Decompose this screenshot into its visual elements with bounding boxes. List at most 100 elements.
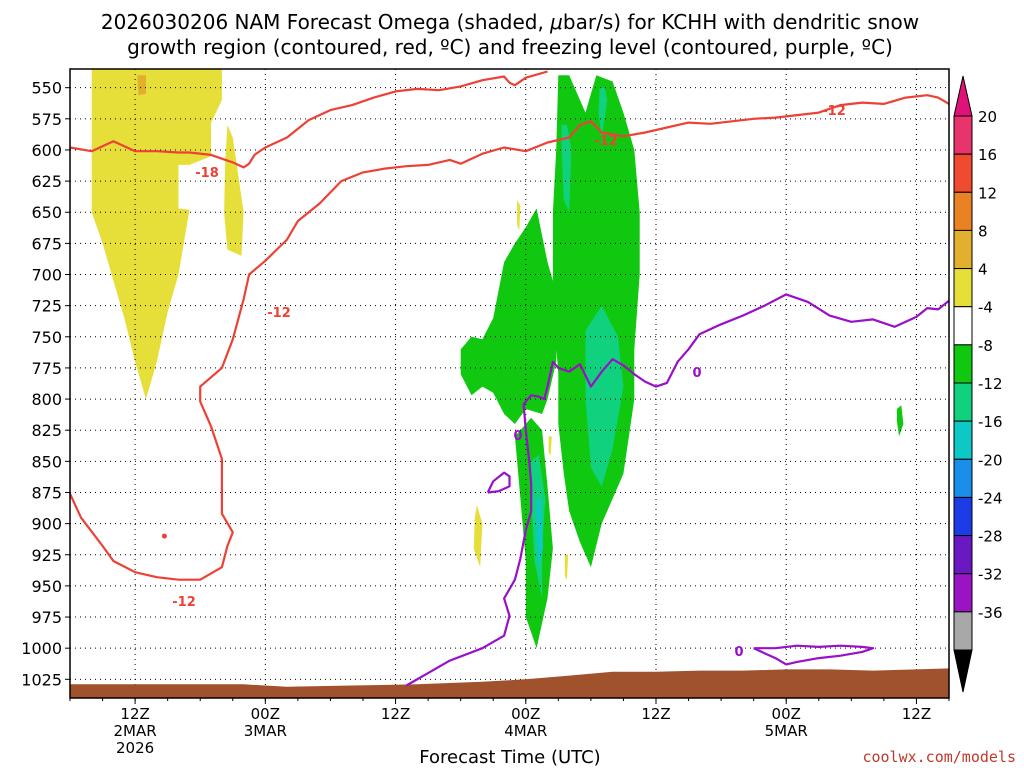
x-tick-label: 5MAR	[765, 722, 808, 740]
y-tick-label: 775	[31, 359, 62, 378]
purple-contour-freezing-main	[405, 293, 949, 687]
plot-area: -18 -12 -12 -12 -12 0 0 0	[69, 68, 950, 699]
yellow-sinking-strip	[224, 125, 244, 256]
colorbar-label: -12	[978, 375, 1003, 393]
contour-labels: -18 -12 -12 -12 -12 0 0 0	[172, 104, 846, 660]
colorbar-label: 16	[978, 146, 997, 164]
red-contour-minus12-low	[70, 94, 949, 581]
colorbar-label: -24	[978, 489, 1003, 507]
x-tick-label: 12Z	[902, 705, 931, 723]
contour-label-purple-zero-mid: 0	[513, 429, 522, 444]
y-tick-label: 675	[31, 234, 62, 253]
orange-sinking-spot	[137, 75, 146, 96]
plot-frame	[69, 68, 950, 699]
colorbar-swatch	[953, 191, 973, 231]
contour-label-red-minus12-left: -12	[267, 306, 291, 321]
colorbar-label: -8	[978, 337, 993, 355]
colorbar-swatch	[953, 229, 973, 270]
y-tick-label: 850	[31, 452, 62, 471]
yellow-tiny-low	[548, 436, 552, 456]
x-tick-label: 12Z	[641, 705, 670, 723]
colorbar-label: 20	[978, 108, 997, 126]
contour-label-purple-zero-right: 0	[692, 366, 701, 381]
yellow-tiny-mid	[517, 199, 521, 231]
colorbar-label: 4	[978, 261, 988, 279]
y-tick-label: 900	[31, 515, 62, 534]
green-lift-left-lobe	[460, 208, 559, 424]
colorbar-swatch	[953, 306, 973, 346]
colorbar-label: -16	[978, 413, 1003, 431]
colorbar-label: 8	[978, 222, 988, 240]
dendritic-snow-contours	[70, 70, 949, 581]
y-tick-label: 725	[31, 297, 62, 316]
yellow-tiny-low2	[564, 554, 569, 580]
colorbar-bottom-arrow	[953, 649, 973, 693]
colorbar-swatch	[953, 458, 973, 498]
colorbar-swatch	[953, 535, 973, 575]
y-tick-label: 875	[31, 483, 62, 502]
green-lift-small-right	[896, 405, 904, 437]
colorbar-label: -28	[978, 528, 1003, 546]
colorbar-swatch	[953, 268, 973, 308]
colorbar-swatch	[953, 420, 973, 460]
contour-label-red-minus12-upper: -12	[594, 134, 618, 149]
y-tick-label: 1000	[21, 639, 62, 658]
colorbar-swatch	[953, 153, 973, 193]
y-tick-label: 825	[31, 421, 62, 440]
colorbar-label: -36	[978, 604, 1003, 622]
contour-label-purple-zero-low: 0	[734, 645, 743, 660]
colorbar-swatch	[953, 344, 973, 384]
yellow-sinking-blob	[473, 504, 483, 568]
x-tick-label: 12Z	[381, 705, 410, 723]
colorbar-label: 12	[978, 184, 997, 202]
y-tick-label: 625	[31, 172, 62, 191]
red-contour-minus12-upper	[70, 70, 548, 169]
colorbar-swatch	[953, 496, 973, 537]
colorbar-top-arrow	[953, 75, 973, 117]
terrain-fill	[70, 668, 949, 698]
y-tick-label: 575	[31, 110, 62, 129]
freezing-level-contours	[405, 293, 949, 687]
contour-label-red-minus12-bottom: -12	[172, 595, 196, 610]
y-tick-label: 650	[31, 203, 62, 222]
teal-lift-upper-right	[598, 87, 608, 138]
cyan-lift-core	[536, 498, 544, 568]
colorbar-swatch	[953, 573, 973, 613]
purple-contour-small-loop	[486, 471, 511, 494]
purple-contour-zero-right	[753, 644, 875, 666]
x-tick-label: 00Z	[251, 705, 280, 723]
colorbar-label: -4	[978, 299, 993, 317]
chart-title-line-2: growth region (contoured, red, ºC) and f…	[127, 35, 893, 59]
x-tick-label: 00Z	[511, 705, 540, 723]
y-tick-label: 950	[31, 577, 62, 596]
x-tick-label: 2026	[116, 739, 154, 757]
y-tick-label: 750	[31, 328, 62, 347]
x-tick-label: 3MAR	[244, 722, 287, 740]
colorbar-swatch	[953, 611, 973, 651]
y-tick-label: 925	[31, 546, 62, 565]
contour-label-red-minus12-right: -12	[822, 104, 846, 119]
chart-title-line-1: 2026030206 NAM Forecast Omega (shaded, μ…	[101, 10, 919, 34]
x-tick-label: 2MAR	[114, 722, 157, 740]
y-tick-label: 1025	[21, 670, 62, 689]
y-tick-label: 550	[31, 79, 62, 98]
x-tick-label: 4MAR	[504, 722, 547, 740]
x-axis-label: Forecast Time (UTC)	[419, 747, 600, 768]
colorbar: 20 16 12 8 4 -4 -8 -12 -16 -20 -24 -28 -32 -36	[953, 75, 1003, 693]
colorbar-label: -20	[978, 451, 1003, 469]
teal-lift-upper	[561, 125, 572, 213]
x-tick-label: 00Z	[772, 705, 801, 723]
credit-text: coolwx.com/models	[862, 748, 1016, 766]
colorbar-swatch	[953, 382, 973, 422]
y-tick-label: 975	[31, 608, 62, 627]
y-axis-ticks: 550 575 600 625 650 675 700 725 750 775 800 825 850 8…	[21, 79, 70, 689]
red-contour-dot	[161, 533, 167, 539]
omega-shading	[91, 69, 904, 649]
y-tick-label: 600	[31, 141, 62, 160]
y-tick-label: 800	[31, 390, 62, 409]
teal-lift-mid	[585, 305, 624, 487]
colorbar-label: -32	[978, 566, 1003, 584]
colorbar-swatch	[953, 115, 973, 155]
